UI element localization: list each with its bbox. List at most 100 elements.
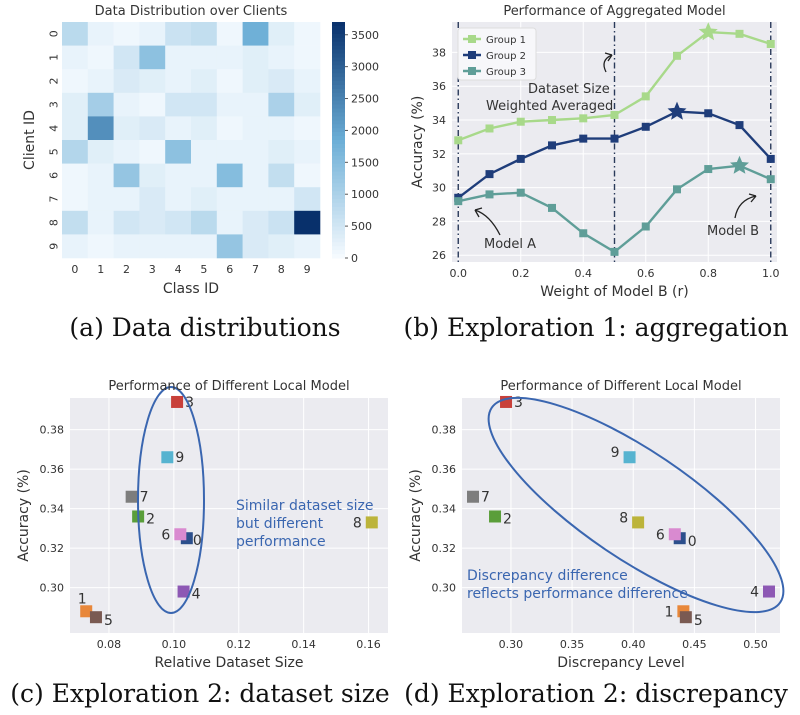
arrowhead-dataset-size [604,52,613,62]
scatter-point [489,510,502,523]
arrow-dataset-size [603,54,613,73]
colorbar-tick-label: 0 [351,252,358,265]
heatmap-cell [294,22,321,46]
series-marker [548,203,556,212]
heatmap-cell [165,210,192,235]
series-marker [735,29,744,38]
heatmap-cell [191,234,218,259]
legend-label: Group 3 [486,67,526,78]
x-tick-label: 3 [149,263,156,276]
y-axis-label: Client ID [22,110,38,170]
heatmap-cell [139,210,166,235]
legend-label: Group 2 [486,51,526,62]
heatmap-cell [62,140,89,164]
heatmap-title: Data Distribution over Clients [95,4,288,19]
chart-title: Performance of Different Local Model [500,379,741,394]
heatmap-cell [294,234,321,259]
colorbar-segment [332,53,345,58]
y-tick-label: 3 [48,101,61,108]
heatmap-cell [139,187,166,212]
plot-background [70,398,388,633]
x-tick-label: 0.8 [700,267,718,280]
colorbar-segment [332,33,345,39]
heatmap-cell [62,45,89,70]
heatmap-cell [191,163,218,188]
colorbar-segment [332,29,345,35]
caption-d: (d) Exploration 2: discrepancy [404,679,789,708]
best-point-star [667,101,687,120]
colorbar-segment [332,151,345,157]
scatter-point [174,528,187,541]
colorbar-tick-label: 3000 [351,61,379,74]
legend-box [457,27,537,81]
x-tick-label: 1 [97,263,104,276]
heatmap-cell [87,210,114,235]
heatmap-cell [165,234,192,259]
series-marker [454,136,463,145]
colorbar-segment [332,210,345,216]
heatmap-cell [139,22,166,46]
heatmap-cell [294,140,321,164]
x-tick-label: 7 [252,263,259,276]
heatmap-cell [165,92,192,117]
heatmap-cell [191,92,218,117]
series-marker [704,109,713,118]
heatmap-cell [294,163,321,188]
heatmap-cell [139,116,166,141]
heatmap-cell [268,45,295,70]
y-tick-label: 1 [48,54,61,61]
y-tick-label: 0.32 [40,542,65,555]
y-tick-label: 30 [432,182,446,195]
annotation-model-a: Model A [484,237,536,252]
point-label: 1 [664,604,673,620]
heatmap-cell [216,45,243,70]
heatmap-cell [113,163,140,188]
heatmap-cell [242,69,269,94]
scatter-point [177,585,190,598]
y-tick-label: 0.34 [432,503,457,516]
colorbar-segment [332,69,345,74]
x-tick-label: 0.08 [97,638,122,651]
y-tick-label: 0.36 [432,463,457,476]
colorbar-segment [332,128,345,133]
annotation-text: reflects performance difference [467,586,688,602]
x-tick-label: 1.0 [762,267,780,280]
colorbar-tick-label: 2500 [351,93,379,106]
colorbar-segment [332,136,345,141]
y-tick-label: 0.38 [40,424,65,437]
colorbar-segment [332,84,345,90]
scatter-point [171,395,184,408]
heatmap-cell [191,187,218,212]
heatmap-cell [62,163,89,188]
colorbar-segment [332,250,345,255]
scatter-point [679,611,692,624]
heatmap-cell [139,92,166,117]
colorbar-segment [332,57,345,62]
heatmap-cell [216,210,243,235]
y-tick-label: 8 [48,219,61,226]
x-tick-label: 0.10 [162,638,187,651]
y-tick-label: 38 [432,46,446,59]
colorbar-tick-label: 2000 [351,124,379,137]
heatmap-cell [87,92,114,117]
heatmap-cell [87,187,114,212]
best-point-star [730,155,749,174]
heatmap-cell [165,22,192,46]
x-tick-label: 0 [71,263,78,276]
y-tick-label: 0.38 [432,424,457,437]
colorbar-segment [332,214,345,220]
series-marker [610,110,619,119]
panel-d-scatter-discrepancy: 0.30 0.32 0.34 0.36 0.38 0.30 0.35 0.40 0.45 0.50… [408,379,785,671]
colorbar-tick-label: 1000 [351,188,379,201]
heatmap-cell [242,210,269,235]
colorbar-segment [332,73,345,78]
point-label: 2 [503,511,512,527]
scatter-point [762,585,775,598]
heatmap-cell [268,140,295,164]
x-tick-label: 4 [175,263,182,276]
colorbar-segment [332,92,345,98]
y-axis-label: Accuracy (%) [408,469,424,562]
colorbar-segment [332,49,345,54]
heatmap-cell [242,92,269,117]
annotation-dataset-size: Dataset Size [528,82,610,97]
